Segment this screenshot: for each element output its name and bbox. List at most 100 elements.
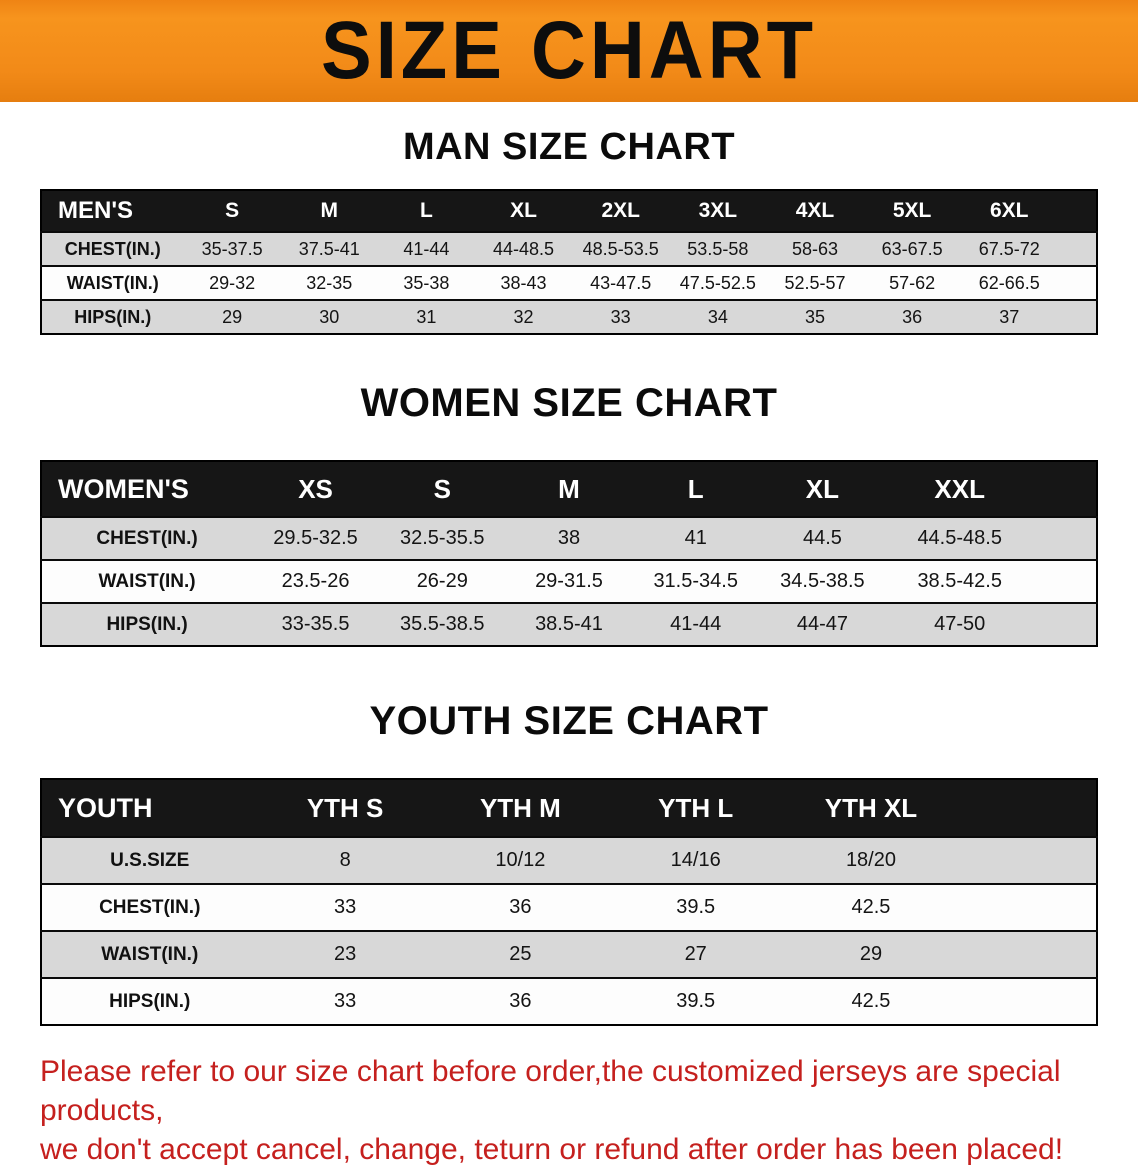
cell: 47-50 [885, 602, 1034, 646]
cell: 42.5 [783, 977, 959, 1025]
row-label: U.S.SIZE [41, 836, 258, 884]
spacer-cell [1057, 190, 1097, 232]
cell: 32.5-35.5 [378, 516, 506, 560]
cell: 37 [960, 299, 1058, 334]
cell: 35-37.5 [183, 231, 281, 266]
cell: 39.5 [608, 977, 784, 1025]
men-size-col: 2XL [572, 190, 670, 232]
men-size-col: 3XL [669, 190, 767, 232]
women-chest-row: CHEST(IN.) 29.5-32.5 32.5-35.5 38 41 44.… [41, 516, 1097, 560]
spacer-cell [958, 779, 1097, 837]
women-size-col: XL [759, 461, 886, 517]
men-size-col: 4XL [766, 190, 864, 232]
women-size-col: XXL [885, 461, 1034, 517]
cell: 36 [432, 883, 609, 931]
cell: 10/12 [432, 836, 609, 884]
youth-ussize-row: U.S.SIZE 8 10/12 14/16 18/20 [41, 836, 1097, 884]
youth-hips-row: HIPS(IN.) 33 36 39.5 42.5 [41, 977, 1097, 1025]
men-hips-row: HIPS(IN.) 29 30 31 32 33 34 35 36 37 [41, 299, 1097, 334]
cell: 33 [257, 977, 433, 1025]
cell: 62-66.5 [960, 265, 1058, 300]
cell: 29 [183, 299, 281, 334]
men-size-col: L [377, 190, 475, 232]
cell: 48.5-53.5 [572, 231, 670, 266]
women-waist-row: WAIST(IN.) 23.5-26 26-29 29-31.5 31.5-34… [41, 559, 1097, 603]
spacer-cell [1033, 516, 1097, 560]
row-label: HIPS(IN.) [41, 977, 258, 1025]
note-line-2: we don't accept cancel, change, teturn o… [40, 1133, 1064, 1166]
cell: 25 [432, 930, 609, 978]
cell: 23.5-26 [252, 559, 379, 603]
cell: 44.5-48.5 [885, 516, 1034, 560]
spacer-cell [1057, 265, 1097, 300]
cell: 32-35 [280, 265, 378, 300]
men-size-col: M [280, 190, 378, 232]
women-size-col: M [505, 461, 633, 517]
cell: 44-47 [759, 602, 886, 646]
row-label: WAIST(IN.) [41, 930, 258, 978]
spacer-cell [1033, 461, 1097, 517]
spacer-cell [958, 836, 1097, 884]
youth-chest-row: CHEST(IN.) 33 36 39.5 42.5 [41, 883, 1097, 931]
cell: 63-67.5 [863, 231, 961, 266]
men-header-row: MEN'S S M L XL 2XL 3XL 4XL 5XL 6XL [41, 190, 1097, 232]
cell: 33 [257, 883, 433, 931]
cell: 47.5-52.5 [669, 265, 767, 300]
spacer-cell [958, 883, 1097, 931]
cell: 38.5-42.5 [885, 559, 1034, 603]
cell: 41-44 [377, 231, 475, 266]
women-size-col: L [632, 461, 760, 517]
youth-size-col: YTH XL [783, 779, 959, 837]
spacer-cell [958, 977, 1097, 1025]
women-size-col: XS [252, 461, 379, 517]
cell: 29-31.5 [505, 559, 633, 603]
row-label: WAIST(IN.) [41, 265, 184, 300]
cell: 67.5-72 [960, 231, 1058, 266]
spacer-cell [1033, 559, 1097, 603]
youth-size-col: YTH L [608, 779, 784, 837]
cell: 37.5-41 [280, 231, 378, 266]
women-table-label: WOMEN'S [41, 461, 253, 517]
spacer-cell [1057, 299, 1097, 334]
cell: 36 [432, 977, 609, 1025]
cell: 8 [257, 836, 433, 884]
cell: 33-35.5 [252, 602, 379, 646]
row-label: CHEST(IN.) [41, 231, 184, 266]
spacer-cell [958, 930, 1097, 978]
men-table-label: MEN'S [41, 190, 184, 232]
men-section-heading: MAN SIZE CHART [402, 126, 736, 168]
cell: 38-43 [474, 265, 573, 300]
youth-table-label: YOUTH [41, 779, 258, 837]
women-hips-row: HIPS(IN.) 33-35.5 35.5-38.5 38.5-41 41-4… [41, 602, 1097, 646]
cell: 42.5 [783, 883, 959, 931]
row-label: HIPS(IN.) [41, 299, 184, 334]
youth-size-col: YTH M [432, 779, 609, 837]
men-size-col: 5XL [863, 190, 961, 232]
note-line-1: Please refer to our size chart before or… [40, 1055, 1061, 1127]
women-size-table: WOMEN'S XS S M L XL XXL CHEST(IN.) 29.5-… [40, 460, 1098, 647]
cell: 29 [783, 930, 959, 978]
cell: 35-38 [377, 265, 475, 300]
cell: 29-32 [183, 265, 281, 300]
cell: 38.5-41 [505, 602, 633, 646]
men-size-table: MEN'S S M L XL 2XL 3XL 4XL 5XL 6XL CHEST… [40, 189, 1098, 335]
men-size-col: S [183, 190, 281, 232]
cell: 58-63 [766, 231, 864, 266]
cell: 38 [505, 516, 633, 560]
cell: 30 [280, 299, 378, 334]
cell: 41-44 [632, 602, 760, 646]
cell: 44.5 [759, 516, 886, 560]
cell: 31.5-34.5 [632, 559, 760, 603]
cell: 27 [608, 930, 784, 978]
cell: 35.5-38.5 [378, 602, 506, 646]
cell: 36 [863, 299, 961, 334]
youth-waist-row: WAIST(IN.) 23 25 27 29 [41, 930, 1097, 978]
cell: 34 [669, 299, 767, 334]
cell: 35 [766, 299, 864, 334]
cell: 57-62 [863, 265, 961, 300]
cell: 34.5-38.5 [759, 559, 886, 603]
cell: 53.5-58 [669, 231, 767, 266]
row-label: CHEST(IN.) [41, 516, 253, 560]
cell: 26-29 [378, 559, 506, 603]
men-waist-row: WAIST(IN.) 29-32 32-35 35-38 38-43 43-47… [41, 265, 1097, 300]
